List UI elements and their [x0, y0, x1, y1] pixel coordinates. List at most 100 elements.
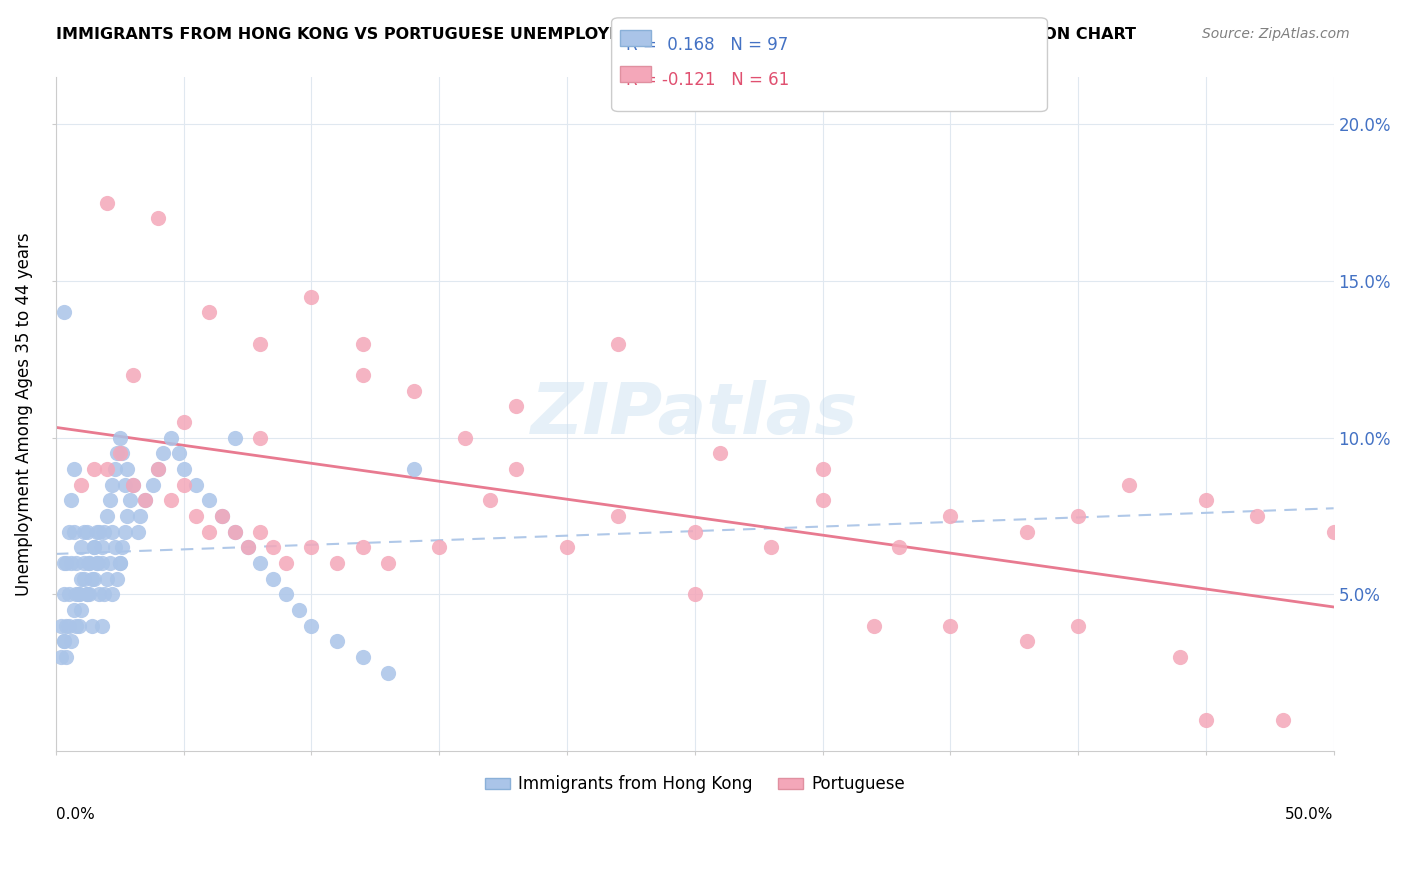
- Point: [90, 541, 112, 555]
- Point: [70, 603, 93, 617]
- Point: [262, 572, 284, 586]
- Point: [52, 305, 75, 319]
- Point: [62, 462, 84, 476]
- Point: [111, 446, 134, 460]
- Point: [709, 446, 731, 460]
- Point: [146, 462, 169, 476]
- Point: [301, 290, 323, 304]
- Point: [89, 524, 111, 539]
- Y-axis label: Unemployment Among Ages 35 to 44 years: Unemployment Among Ages 35 to 44 years: [15, 233, 32, 596]
- Text: 50.0%: 50.0%: [1285, 807, 1334, 822]
- Point: [1168, 650, 1191, 665]
- Point: [96, 572, 118, 586]
- Point: [86, 556, 108, 570]
- Point: [121, 477, 143, 491]
- Point: [1195, 713, 1218, 727]
- Point: [70, 541, 93, 555]
- Point: [96, 462, 118, 476]
- Point: [65, 587, 87, 601]
- Point: [211, 509, 233, 524]
- Point: [52, 634, 75, 648]
- Point: [55, 556, 77, 570]
- Point: [198, 305, 221, 319]
- Point: [1015, 524, 1038, 539]
- Point: [224, 524, 246, 539]
- Point: [152, 446, 174, 460]
- Point: [83, 541, 105, 555]
- Point: [73, 572, 96, 586]
- Point: [249, 336, 271, 351]
- Point: [173, 415, 195, 429]
- Point: [121, 368, 143, 382]
- Point: [108, 556, 131, 570]
- Point: [117, 509, 139, 524]
- Point: [93, 524, 115, 539]
- Point: [862, 618, 884, 632]
- Point: [121, 477, 143, 491]
- Point: [76, 587, 98, 601]
- Point: [58, 587, 80, 601]
- Point: [889, 541, 911, 555]
- Point: [77, 587, 100, 601]
- Point: [117, 462, 139, 476]
- Point: [142, 477, 165, 491]
- Point: [62, 603, 84, 617]
- Point: [101, 524, 124, 539]
- Point: [198, 493, 221, 508]
- Point: [96, 509, 118, 524]
- Point: [60, 634, 83, 648]
- Point: [105, 446, 128, 460]
- Point: [67, 618, 90, 632]
- Point: [236, 541, 259, 555]
- Point: [167, 446, 190, 460]
- Point: [301, 618, 323, 632]
- Point: [249, 524, 271, 539]
- Point: [939, 618, 962, 632]
- Point: [62, 524, 84, 539]
- Point: [186, 477, 208, 491]
- Point: [505, 462, 527, 476]
- Point: [49, 650, 72, 665]
- Point: [83, 462, 105, 476]
- Point: [402, 384, 425, 398]
- Point: [90, 618, 112, 632]
- Point: [301, 541, 323, 555]
- Point: [1195, 493, 1218, 508]
- Point: [134, 493, 156, 508]
- Point: [86, 524, 108, 539]
- Point: [939, 509, 962, 524]
- Point: [90, 556, 112, 570]
- Point: [236, 541, 259, 555]
- Point: [211, 509, 233, 524]
- Point: [70, 572, 93, 586]
- Text: R = -0.121   N = 61: R = -0.121 N = 61: [626, 71, 789, 89]
- Point: [134, 493, 156, 508]
- Point: [70, 477, 93, 491]
- Point: [761, 541, 783, 555]
- Point: [83, 572, 105, 586]
- Text: IMMIGRANTS FROM HONG KONG VS PORTUGUESE UNEMPLOYMENT AMONG AGES 35 TO 44 YEARS C: IMMIGRANTS FROM HONG KONG VS PORTUGUESE …: [56, 27, 1136, 42]
- Point: [55, 650, 77, 665]
- Point: [224, 524, 246, 539]
- Point: [76, 524, 98, 539]
- Point: [114, 524, 136, 539]
- Point: [1271, 713, 1294, 727]
- Point: [52, 634, 75, 648]
- Point: [352, 368, 374, 382]
- Point: [98, 556, 121, 570]
- Point: [326, 556, 349, 570]
- Point: [89, 587, 111, 601]
- Point: [1118, 477, 1140, 491]
- Point: [249, 431, 271, 445]
- Point: [52, 587, 75, 601]
- Point: [224, 431, 246, 445]
- Point: [1323, 524, 1346, 539]
- Point: [104, 462, 127, 476]
- Text: ZIPatlas: ZIPatlas: [531, 380, 859, 449]
- Text: 0.0%: 0.0%: [56, 807, 94, 822]
- Point: [1067, 509, 1090, 524]
- Point: [108, 431, 131, 445]
- Legend: Immigrants from Hong Kong, Portuguese: Immigrants from Hong Kong, Portuguese: [478, 769, 911, 800]
- Point: [58, 524, 80, 539]
- Point: [98, 493, 121, 508]
